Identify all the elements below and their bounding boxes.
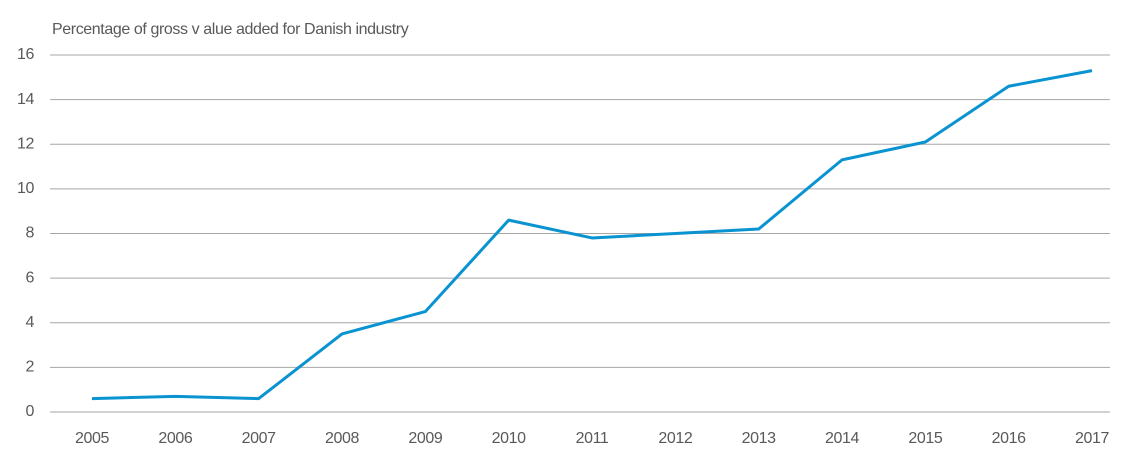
x-tick-label: 2005 xyxy=(75,430,109,447)
x-tick-label: 2016 xyxy=(992,430,1026,447)
y-tick-label: 14 xyxy=(17,91,34,108)
x-tick-label: 2014 xyxy=(825,430,859,447)
chart-title: Percentage of gross v alue added for Dan… xyxy=(52,21,409,38)
y-tick-label: 16 xyxy=(17,46,34,63)
x-tick-label: 2007 xyxy=(242,430,276,447)
x-tick-label: 2015 xyxy=(908,430,942,447)
y-tick-label: 0 xyxy=(26,403,35,420)
x-tick-label: 2012 xyxy=(658,430,692,447)
x-tick-label: 2013 xyxy=(742,430,776,447)
data-line xyxy=(91,69,1093,401)
x-tick-label: 2010 xyxy=(492,430,526,447)
x-tick-label: 2017 xyxy=(1075,430,1109,447)
y-tick-label: 6 xyxy=(26,269,35,286)
y-tick-label: 12 xyxy=(17,135,34,152)
y-tick-label: 8 xyxy=(26,225,35,242)
y-tick-label: 10 xyxy=(17,180,34,197)
x-tick-label: 2008 xyxy=(325,430,359,447)
x-tick-label: 2006 xyxy=(158,430,192,447)
y-tick-label: 4 xyxy=(26,314,35,331)
x-tick-label: 2011 xyxy=(576,430,609,447)
x-tick-label: 2009 xyxy=(408,430,442,447)
y-tick-label: 2 xyxy=(26,359,35,376)
